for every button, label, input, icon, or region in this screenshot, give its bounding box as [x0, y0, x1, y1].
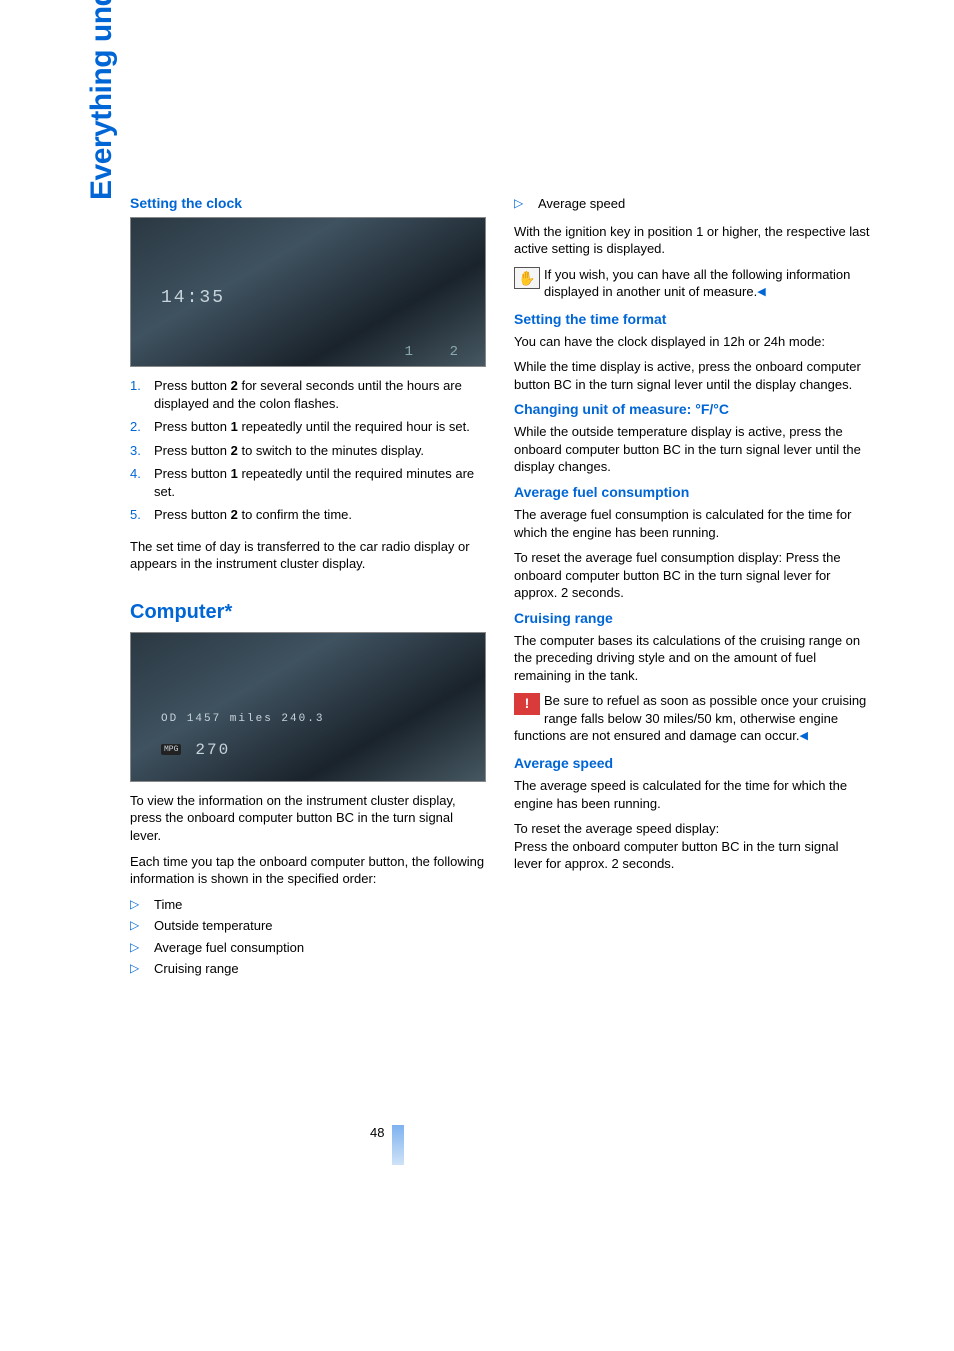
- list-item: Outside temperature: [130, 917, 486, 935]
- figure-clock-marker-2: 2: [450, 344, 460, 360]
- heading-setting-clock: Setting the clock: [130, 195, 486, 211]
- paragraph-after-steps: The set time of day is transferred to th…: [130, 538, 486, 573]
- note-unit-of-measure: ✋ If you wish, you can have all the foll…: [514, 266, 870, 301]
- figure-clock-marker-1: 1: [405, 344, 415, 360]
- heading-time-format: Setting the time format: [514, 311, 870, 327]
- right-column: Average speed With the ignition key in p…: [514, 195, 870, 982]
- figure-computer-line1: OD 1457 miles 240.3: [161, 713, 324, 725]
- warning-icon: !: [514, 693, 540, 715]
- continued-list: Average speed: [514, 195, 870, 217]
- step-number: 4.: [130, 465, 141, 483]
- side-tab-label: Everything under control: [85, 0, 119, 200]
- list-item: 1. Press button 2 for several seconds unt…: [130, 377, 486, 412]
- paragraph-view-info: To view the information on the instrumen…: [130, 792, 486, 845]
- paragraph-avg-fuel-2: To reset the average fuel consumption di…: [514, 549, 870, 602]
- left-column: Setting the clock 14:35 1 2 1. Press butt…: [130, 195, 486, 982]
- list-item: Cruising range: [130, 960, 486, 978]
- paragraph-each-tap: Each time you tap the onboard computer b…: [130, 853, 486, 888]
- list-item: Average fuel consumption: [130, 939, 486, 957]
- heading-computer: Computer*: [130, 601, 486, 624]
- paragraph-avg-speed-2: To reset the average speed display: Pres…: [514, 820, 870, 873]
- heading-cruising-range: Cruising range: [514, 610, 870, 626]
- heading-avg-speed: Average speed: [514, 755, 870, 771]
- heading-unit-measure: Changing unit of measure: °F/°C: [514, 401, 870, 417]
- step-text: Press button 1 repeatedly until the requ…: [154, 419, 470, 434]
- step-text: Press button 1 repeatedly until the requ…: [154, 466, 474, 499]
- figure-clock-time: 14:35: [161, 288, 225, 308]
- note-text: If you wish, you can have all the follow…: [544, 267, 850, 300]
- step-number: 3.: [130, 442, 141, 460]
- step-text: Press button 2 to confirm the time.: [154, 507, 352, 522]
- paragraph-avg-fuel-1: The average fuel consumption is calculat…: [514, 506, 870, 541]
- step-text: Press button 2 to switch to the minutes …: [154, 443, 424, 458]
- figure-clock-display: 14:35 1 2: [130, 217, 486, 367]
- step-number: 1.: [130, 377, 141, 395]
- paragraph-cruising-1: The computer bases its calculations of t…: [514, 632, 870, 685]
- end-marker-icon: ◀: [757, 286, 765, 298]
- figure-computer-mpg-label: MPG: [161, 744, 181, 755]
- paragraph-unit-measure: While the outside temperature display is…: [514, 423, 870, 476]
- note-refuel-warning: ! Be sure to refuel as soon as possible …: [514, 692, 870, 745]
- heading-avg-fuel: Average fuel consumption: [514, 484, 870, 500]
- figure-computer-display: OD 1457 miles 240.3 MPG 270: [130, 632, 486, 782]
- step-number: 2.: [130, 418, 141, 436]
- list-item: 5. Press button 2 to confirm the time.: [130, 506, 486, 524]
- end-marker-icon: ◀: [799, 731, 807, 743]
- paragraph-time-format-2: While the time display is active, press …: [514, 358, 870, 393]
- list-item: 4. Press button 1 repeatedly until the re…: [130, 465, 486, 500]
- info-order-list: Time Outside temperature Average fuel co…: [130, 896, 486, 982]
- figure-computer-mpg-value: 270: [195, 741, 230, 759]
- page-content: Setting the clock 14:35 1 2 1. Press butt…: [130, 195, 870, 982]
- hand-icon: ✋: [514, 267, 540, 289]
- paragraph-avg-speed-1: The average speed is calculated for the …: [514, 777, 870, 812]
- page-number-bar: [392, 1125, 404, 1165]
- note-text: Be sure to refuel as soon as possible on…: [514, 693, 866, 743]
- step-number: 5.: [130, 506, 141, 524]
- list-item: 3. Press button 2 to switch to the minute…: [130, 442, 486, 460]
- clock-steps-list: 1. Press button 2 for several seconds unt…: [130, 377, 486, 530]
- list-item: 2. Press button 1 repeatedly until the re…: [130, 418, 486, 436]
- list-item: Time: [130, 896, 486, 914]
- step-text: Press button 2 for several seconds until…: [154, 378, 462, 411]
- list-item: Average speed: [514, 195, 870, 213]
- paragraph-time-format-1: You can have the clock displayed in 12h …: [514, 333, 870, 351]
- page-number: 48: [370, 1125, 384, 1140]
- paragraph-ignition: With the ignition key in position 1 or h…: [514, 223, 870, 258]
